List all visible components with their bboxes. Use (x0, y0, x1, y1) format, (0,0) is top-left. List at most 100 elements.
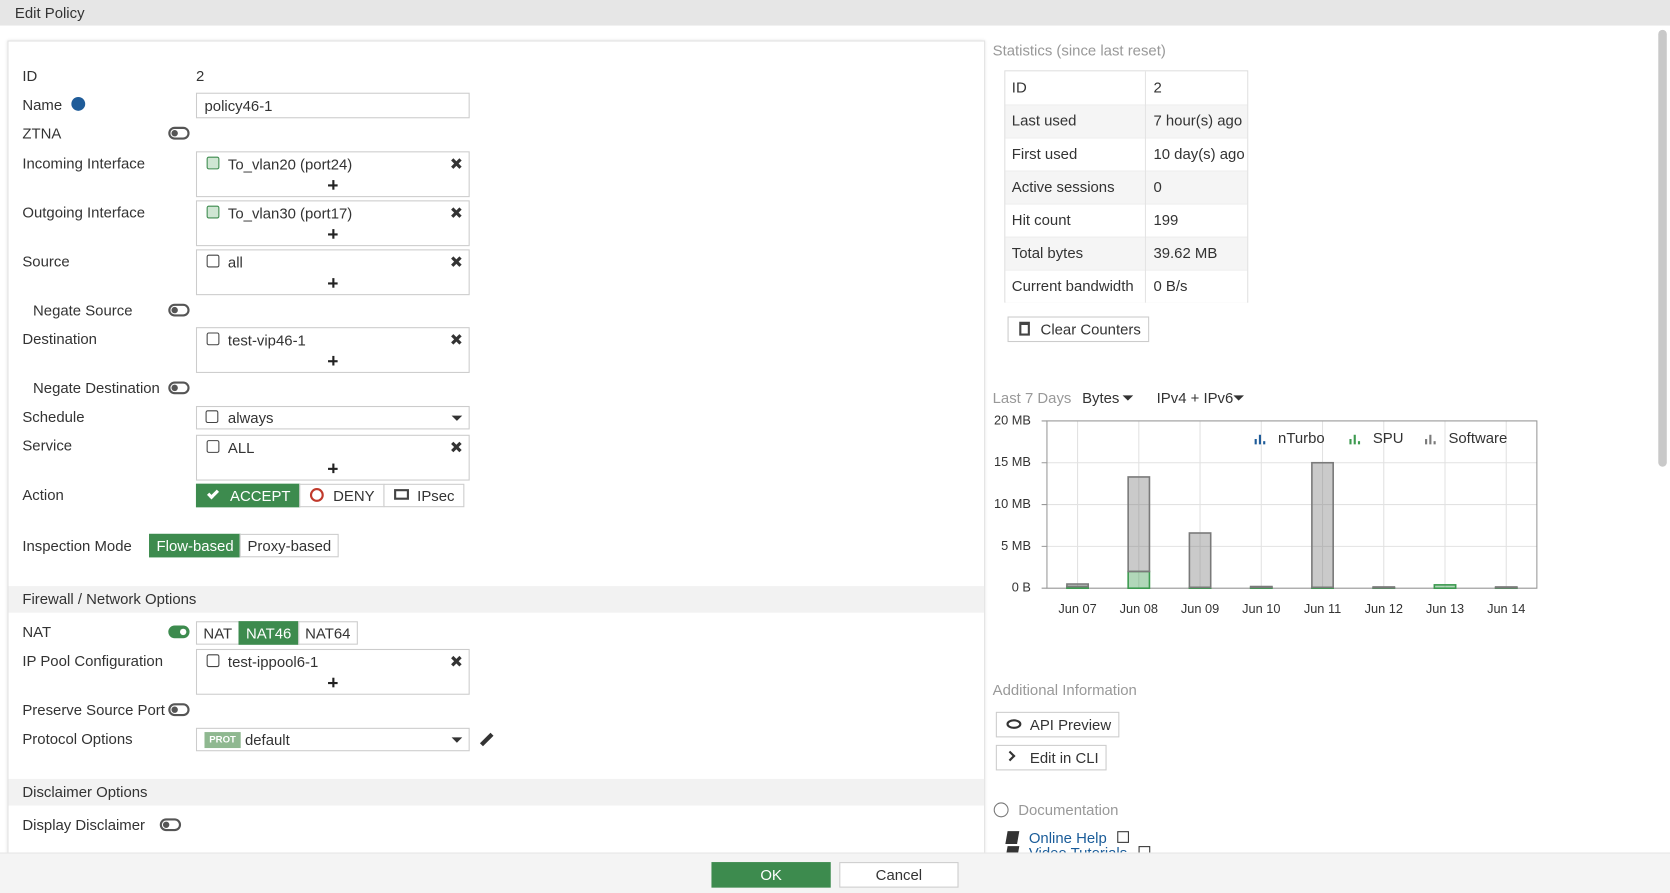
section-title: Additional Information (992, 680, 1137, 698)
item-list[interactable]: test-vip46-1 (195, 327, 470, 373)
stats-value: 7 hour(s) ago (1153, 111, 1243, 129)
legend-icon (1429, 434, 1432, 445)
legend-icon (1433, 441, 1436, 445)
x-tick-label: Jun 09 (1181, 601, 1219, 616)
option-button[interactable]: IPsec (383, 483, 465, 508)
ok-button[interactable]: OK (711, 862, 831, 888)
stats-divider (1144, 71, 1146, 303)
toggle[interactable] (168, 703, 190, 717)
stats-value: 2 (1153, 78, 1162, 96)
stats-row (1005, 203, 1248, 237)
bar-segment (1127, 570, 1151, 590)
stats-key: Total bytes (1011, 244, 1084, 262)
option-button[interactable]: NAT64 (297, 621, 358, 645)
add-icon[interactable] (328, 677, 338, 688)
field-label: Negate Destination (33, 379, 160, 397)
section-title: Disclaimer Options (22, 783, 148, 801)
x-tick-label: Jun 10 (1242, 601, 1280, 616)
section-band (8, 778, 985, 806)
button-label: Edit in CLI (1029, 749, 1099, 767)
toggle[interactable] (168, 625, 190, 639)
item-list[interactable]: To_vlan30 (port17) (195, 200, 470, 247)
dropdown-caret (1233, 395, 1244, 401)
x-tick-label: Jun 13 (1426, 601, 1464, 616)
toggle-knob (171, 130, 178, 137)
add-icon[interactable] (328, 180, 338, 190)
text-input[interactable]: policy46-1 (195, 92, 470, 119)
badge: PROT (204, 732, 241, 749)
option-button[interactable]: NAT (195, 621, 240, 645)
option-button[interactable]: DENY (299, 483, 385, 508)
option-button[interactable]: NAT46 (238, 621, 299, 645)
item-list[interactable]: ALL (195, 434, 470, 481)
metric-dropdown[interactable]: Bytes (1082, 388, 1120, 406)
scrollbar[interactable] (1658, 29, 1667, 467)
clear-counters-button[interactable]: Clear Counters (1007, 316, 1150, 343)
item-list[interactable]: test-ippool6-1 (195, 648, 470, 695)
stats-row (1005, 170, 1248, 204)
toggle-knob (171, 306, 178, 314)
field-label: Source (22, 252, 70, 270)
option-label: NAT64 (305, 624, 351, 642)
select-value: default (244, 731, 290, 749)
option-button[interactable]: ACCEPT (195, 483, 301, 508)
legend-icon (1263, 441, 1266, 445)
action-button[interactable]: Edit in CLI (995, 744, 1107, 771)
item-icon (206, 205, 220, 219)
select[interactable]: always (195, 405, 470, 430)
button-icon (1006, 719, 1022, 729)
item-list[interactable]: To_vlan20 (port24) (195, 151, 470, 198)
bar-segment (1188, 532, 1212, 589)
toggle[interactable] (168, 303, 190, 317)
list-item: ALL (227, 439, 255, 457)
x-tick-label: Jun 11 (1304, 601, 1341, 616)
option-button[interactable]: Proxy-based (240, 533, 339, 558)
add-icon[interactable] (328, 463, 338, 474)
doc-link[interactable]: Online Help (1028, 829, 1107, 847)
remove-icon[interactable] (448, 438, 465, 456)
y-tick-label: 15 MB (994, 454, 1031, 469)
cancel-button[interactable]: Cancel (839, 862, 959, 888)
bar-segment (1372, 586, 1396, 589)
stats-key: Current bandwidth (1011, 277, 1134, 295)
select[interactable]: PROT default (195, 727, 470, 752)
remove-icon[interactable] (448, 253, 465, 270)
stats-row (1005, 104, 1248, 138)
item-list[interactable]: all (195, 249, 470, 296)
button-label: API Preview (1029, 716, 1112, 734)
section-title: Firewall / Network Options (22, 590, 197, 608)
option-label: NAT (203, 624, 233, 642)
button-icon (1004, 750, 1016, 762)
add-icon[interactable] (328, 355, 338, 366)
add-icon[interactable] (328, 229, 338, 239)
dropdown-caret (451, 737, 463, 743)
field-label: Negate Source (33, 301, 133, 319)
legend-icon (1353, 434, 1356, 445)
toggle[interactable] (159, 818, 182, 832)
add-icon[interactable] (328, 278, 338, 288)
remove-icon[interactable] (448, 331, 465, 348)
toggle[interactable] (168, 381, 190, 395)
section-title: Documentation (1018, 801, 1119, 819)
list-item: all (227, 253, 243, 271)
protocol-dropdown[interactable]: IPv4 + IPv6 (1156, 388, 1234, 406)
toggle-knob (171, 706, 178, 713)
remove-icon[interactable] (448, 652, 465, 670)
action-button[interactable]: API Preview (995, 711, 1120, 738)
option-button[interactable]: Flow-based (149, 533, 242, 558)
legend-icon (1254, 439, 1257, 445)
stats-key: ID (1011, 78, 1027, 96)
input-value: policy46-1 (204, 96, 273, 115)
legend-icon (1258, 434, 1262, 445)
stats-value: 0 (1153, 177, 1162, 196)
bar-segment (1249, 585, 1273, 589)
legend-icon (1357, 441, 1361, 445)
button-group: Flow-based Proxy-based (149, 533, 339, 558)
remove-icon[interactable] (448, 155, 465, 172)
remove-icon[interactable] (448, 204, 465, 221)
bar-segment (1311, 461, 1334, 589)
item-icon (206, 254, 220, 268)
toggle[interactable] (168, 126, 190, 140)
stats-row (1005, 269, 1248, 303)
field-label: Schedule (22, 408, 85, 426)
